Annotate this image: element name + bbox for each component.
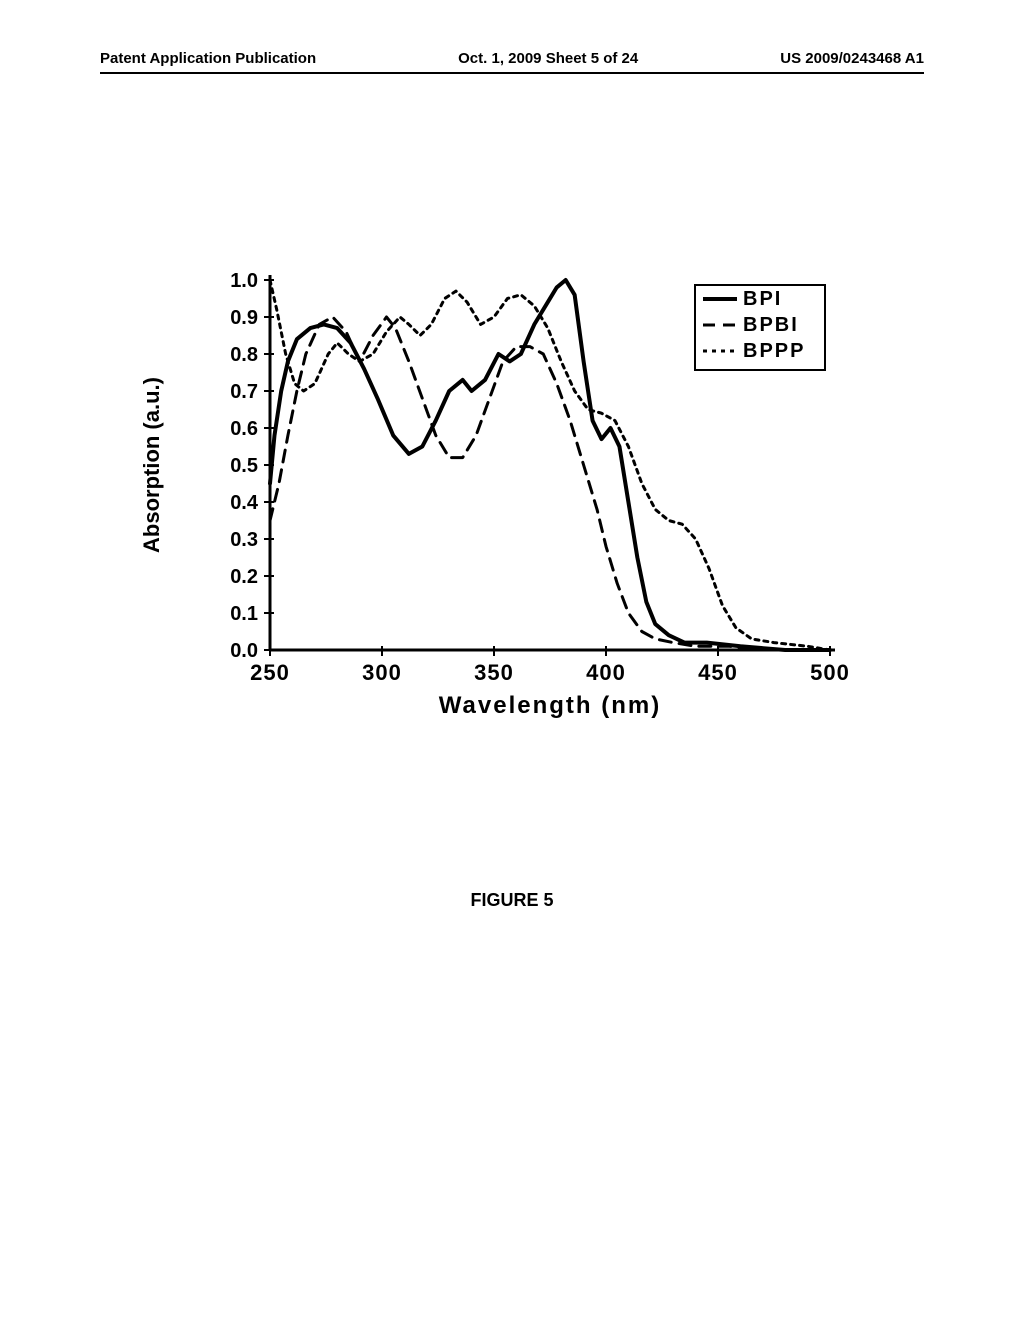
svg-text:0.6: 0.6 <box>230 418 258 440</box>
svg-text:350: 350 <box>474 660 514 685</box>
y-axis-title: Absorption (a.u.) <box>139 377 165 553</box>
figure-label: FIGURE 5 <box>0 890 1024 911</box>
svg-text:300: 300 <box>362 660 402 685</box>
svg-text:0.8: 0.8 <box>230 344 258 366</box>
page-header: Patent Application Publication Oct. 1, 2… <box>0 50 1024 67</box>
svg-text:1.0: 1.0 <box>230 270 258 292</box>
x-axis-title: Wavelength (nm) <box>439 692 661 720</box>
svg-text:0.7: 0.7 <box>230 381 258 403</box>
svg-text:0.4: 0.4 <box>230 492 259 514</box>
header-right: US 2009/0243468 A1 <box>780 50 924 67</box>
header-rule <box>100 72 924 74</box>
svg-text:0.9: 0.9 <box>230 307 258 329</box>
header-left: Patent Application Publication <box>100 50 316 67</box>
svg-text:BPBI: BPBI <box>743 314 799 336</box>
svg-text:0.0: 0.0 <box>230 640 258 662</box>
svg-text:0.3: 0.3 <box>230 529 258 551</box>
absorption-chart: 0.0 0.1 0.2 0.3 0.4 0.5 0.6 0.7 0.8 0.9 1.0 250 300 3… <box>140 260 880 720</box>
chart-svg: 0.0 0.1 0.2 0.3 0.4 0.5 0.6 0.7 0.8 0.9 1.0 250 300 3… <box>140 260 880 720</box>
header-center: Oct. 1, 2009 Sheet 5 of 24 <box>458 50 638 67</box>
svg-text:0.2: 0.2 <box>230 566 258 588</box>
svg-text:250: 250 <box>250 660 290 685</box>
svg-text:0.5: 0.5 <box>230 455 258 477</box>
svg-text:BPPP: BPPP <box>743 340 805 362</box>
svg-text:BPI: BPI <box>743 288 782 310</box>
svg-text:500: 500 <box>810 660 850 685</box>
svg-text:450: 450 <box>698 660 738 685</box>
svg-text:0.1: 0.1 <box>230 603 258 625</box>
svg-text:400: 400 <box>586 660 626 685</box>
